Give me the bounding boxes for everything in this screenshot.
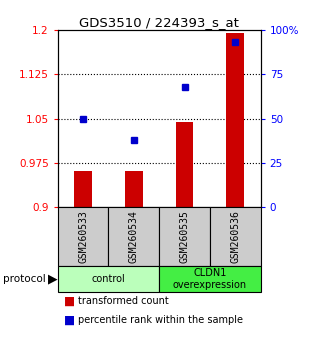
Text: ■: ■: [64, 314, 76, 327]
Bar: [210, 207, 261, 266]
Text: GSM260536: GSM260536: [230, 210, 240, 263]
Bar: [74, 171, 92, 207]
Text: ▶: ▶: [48, 272, 57, 285]
Text: ■: ■: [64, 295, 76, 307]
Text: GSM260533: GSM260533: [78, 210, 88, 263]
Text: protocol: protocol: [3, 274, 46, 284]
Bar: [226, 33, 244, 207]
Bar: [58, 207, 109, 266]
Bar: [159, 266, 261, 292]
Text: control: control: [92, 274, 125, 284]
Text: CLDN1
overexpression: CLDN1 overexpression: [173, 268, 247, 290]
Bar: [109, 207, 159, 266]
Text: GSM260534: GSM260534: [129, 210, 139, 263]
Bar: [58, 266, 159, 292]
Text: percentile rank within the sample: percentile rank within the sample: [78, 315, 243, 325]
Text: GSM260535: GSM260535: [180, 210, 190, 263]
Bar: [159, 207, 210, 266]
Bar: [125, 171, 143, 207]
Bar: [176, 121, 193, 207]
Text: transformed count: transformed count: [78, 296, 168, 306]
Title: GDS3510 / 224393_s_at: GDS3510 / 224393_s_at: [79, 16, 239, 29]
